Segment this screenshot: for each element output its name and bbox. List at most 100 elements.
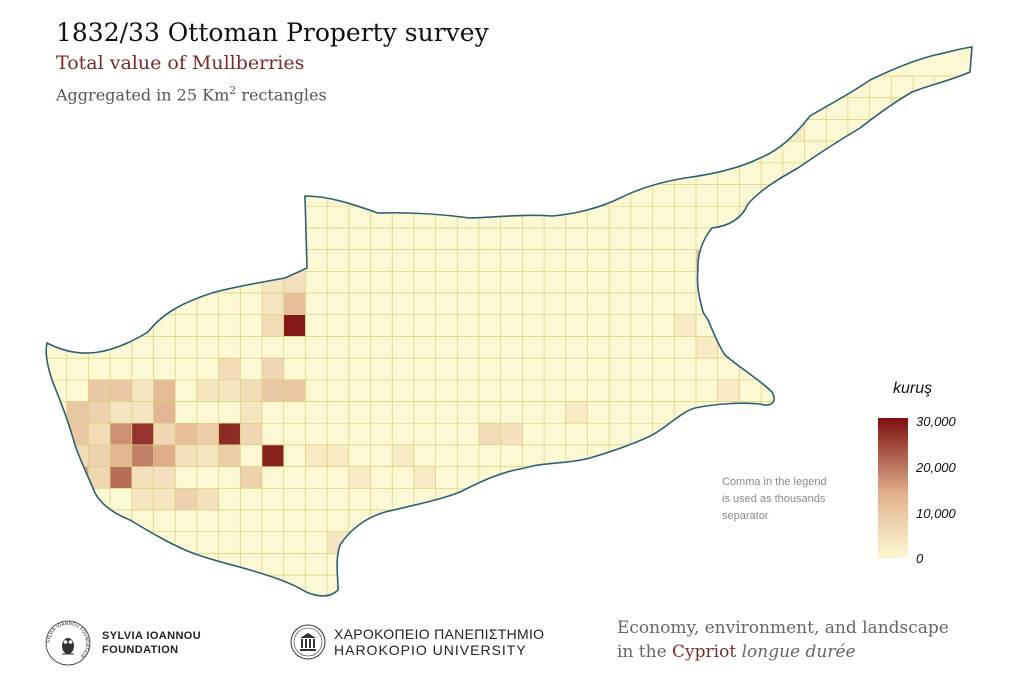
foundation-name: SYLVIA IOANNOU FOUNDATION — [102, 629, 201, 657]
grid-cell — [196, 379, 219, 402]
grid-cell — [262, 293, 284, 315]
caption-suffix: rectangles — [236, 85, 327, 105]
grid-cell — [305, 444, 328, 467]
grid-cell — [630, 444, 653, 467]
grid-cell — [565, 401, 588, 424]
grid-cell — [175, 423, 197, 445]
legend-tick-20000: 20,000 — [916, 460, 956, 475]
legend-tick-30000: 30,000 — [916, 414, 956, 429]
legend-title: kuruş — [893, 380, 933, 397]
grid-cell — [240, 379, 262, 402]
grid-cell — [479, 488, 501, 510]
grid-cell — [66, 444, 89, 467]
grid-cell — [175, 444, 197, 467]
grid-cell — [283, 379, 306, 402]
grid-cell — [479, 423, 501, 445]
grid-cell — [218, 379, 241, 402]
grid-cell — [717, 379, 740, 402]
grid-cell — [218, 358, 241, 380]
grid-cell — [674, 314, 696, 337]
grid-cell — [240, 466, 262, 489]
foundation-name-line2: FOUNDATION — [102, 644, 179, 656]
project-line2-prefix: in the — [617, 642, 673, 662]
grid-cell — [131, 379, 154, 402]
grid-cell — [131, 401, 154, 424]
island-outline — [45, 46, 973, 597]
grid-cell — [110, 379, 132, 402]
foundation-logo: SYLVIA IOANNOU FOUNDATION SYLVIA IOANNOU… — [44, 618, 201, 668]
map-title: 1832/33 Ottoman Property survey — [56, 18, 489, 47]
grid-cell — [196, 423, 219, 445]
project-tagline: Economy, environment, and landscape in t… — [617, 616, 949, 664]
grid-cell — [956, 76, 973, 98]
grid-cell — [218, 444, 241, 467]
grid-cell — [66, 401, 89, 424]
grid-cell — [565, 184, 588, 207]
foundation-name-line1: SYLVIA IOANNOU — [102, 630, 202, 642]
grid-cell — [88, 379, 111, 402]
legend-colorbar — [878, 418, 908, 558]
grid-cell — [869, 141, 892, 163]
owl-seal-icon: SYLVIA IOANNOU FOUNDATION — [45, 620, 91, 666]
grid-cell — [153, 466, 176, 489]
grid-cell — [761, 314, 783, 337]
grid-cell — [131, 488, 154, 510]
grid-cell — [262, 379, 284, 402]
grid-cell — [153, 379, 176, 402]
grid-cell — [153, 401, 176, 424]
grid-cell — [88, 444, 111, 467]
grid-cell — [131, 423, 154, 445]
grid-cell — [435, 141, 458, 163]
grid-cell — [110, 466, 132, 489]
grid-cell — [457, 162, 479, 185]
grid-cell — [413, 466, 436, 489]
map-subtitle: Total value of Mullberries — [56, 52, 305, 74]
grid-cell — [891, 97, 913, 120]
grid-cell — [327, 444, 349, 467]
grid-cell — [240, 401, 262, 424]
grid-cell — [262, 444, 284, 467]
grid-cell — [153, 423, 176, 445]
project-line1: Economy, environment, and landscape — [617, 618, 949, 638]
grid-cell — [739, 271, 762, 293]
grid-cell — [500, 423, 523, 445]
grid-cell — [110, 401, 132, 424]
grid-cell — [761, 293, 783, 315]
university-name-greek: ΧΑΡΟΚΟΠΕΙΟ ΠΑΝΕΠΙΣΤΗΜΙΟ — [334, 626, 545, 642]
project-line2: in the Cypriot longue durée — [617, 640, 949, 664]
map-caption: Aggregated in 25 Km2 rectangles — [56, 84, 327, 104]
grid-cell — [262, 358, 284, 380]
grid-cell — [847, 141, 870, 163]
grid-cell — [88, 466, 111, 489]
university-logo: ΧΑΡΟΚΟΠΕΙΟ ΠΑΝΕΠΙΣΤΗΜΙΟ HAROKOPIO UNIVER… — [290, 624, 544, 660]
grid-cell — [674, 97, 696, 120]
university-seal-icon — [290, 624, 326, 660]
caption-prefix: Aggregated in 25 Km — [56, 85, 230, 105]
caption-superscript: 2 — [229, 84, 237, 97]
grid-cell — [110, 423, 132, 445]
legend-tick-0: 0 — [916, 551, 924, 566]
grid-cell — [283, 271, 306, 293]
grid-cell — [696, 336, 718, 359]
grid-cell — [630, 162, 653, 185]
grid-cell — [218, 423, 241, 445]
grid-cell — [88, 401, 111, 424]
grid-cell — [131, 444, 154, 467]
grid-cell — [196, 444, 219, 467]
grid-cell — [153, 488, 176, 510]
grid-cell — [262, 314, 284, 337]
grid-cell — [240, 423, 262, 445]
grid-cell — [175, 488, 197, 510]
grid-cell — [392, 444, 414, 467]
grid-cell — [348, 466, 371, 489]
grid-cell — [153, 444, 176, 467]
legend-note: Comma in the legend is used as thousands… — [722, 476, 827, 522]
grid-cell — [196, 488, 219, 510]
grid-cell — [283, 293, 306, 315]
university-name-latin: HAROKOPIO UNIVERSITY — [334, 642, 527, 658]
grid-cell — [782, 119, 805, 142]
legend-tick-10000: 10,000 — [916, 506, 956, 521]
